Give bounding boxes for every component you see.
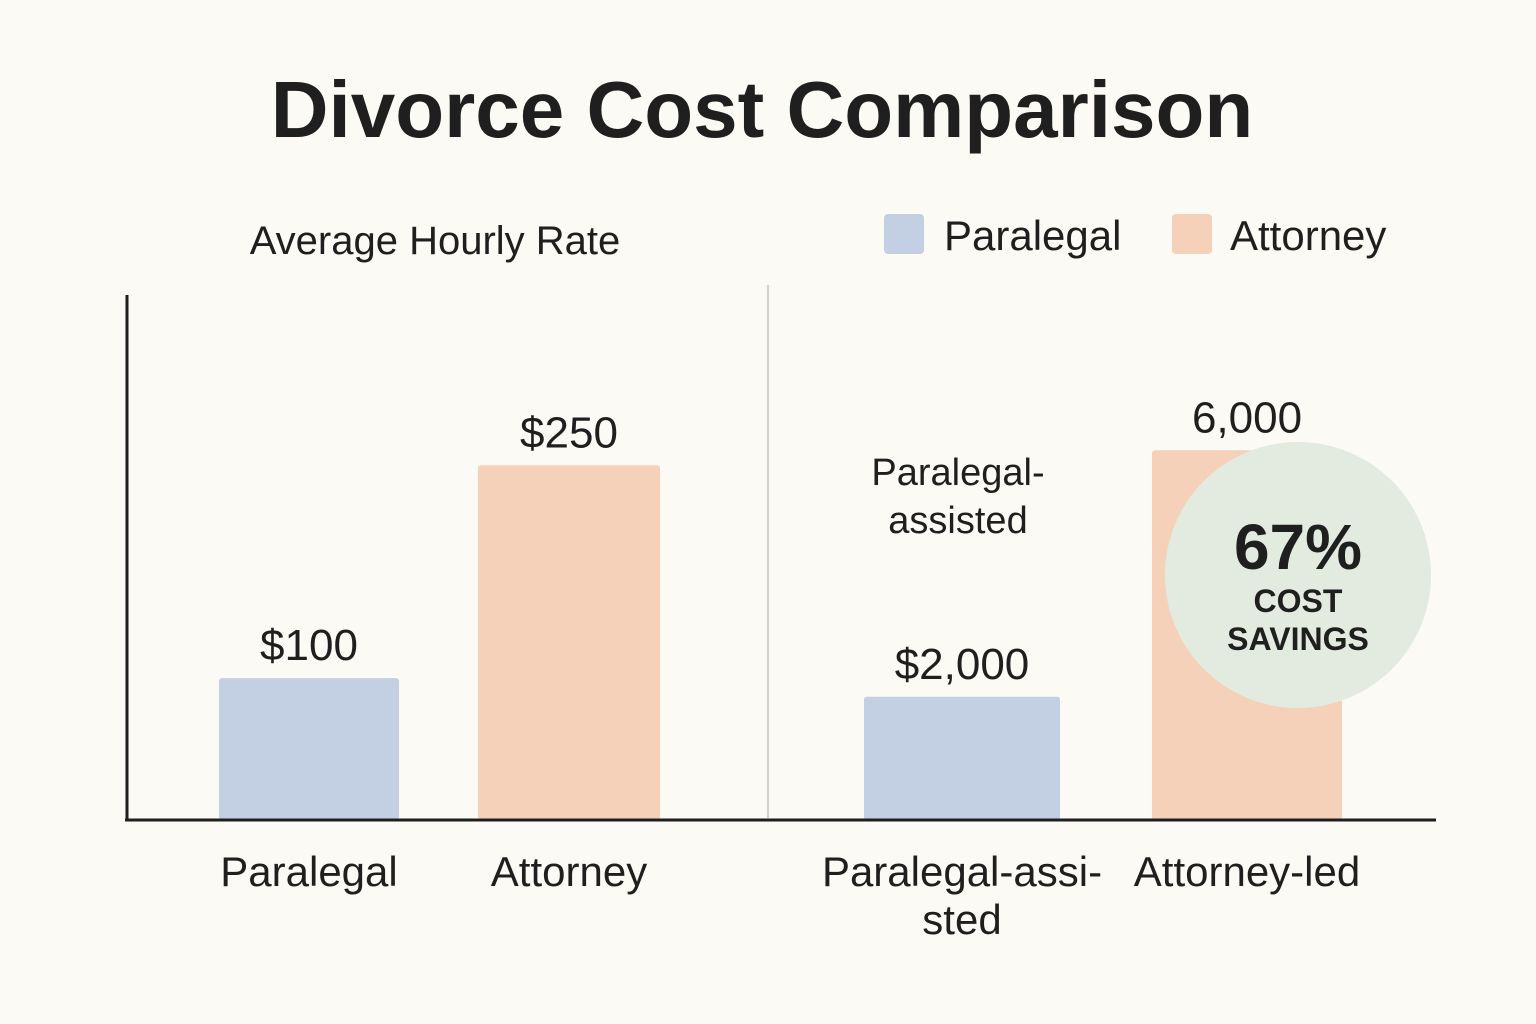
savings-badge-line2: SAVINGS [1227, 621, 1369, 657]
tick-label-0-1: Attorney [491, 848, 647, 895]
left-panel-hourly-rate: $100 Paralegal $250 Attorney [219, 408, 660, 895]
bar-annotation-line1: assisted [888, 500, 1027, 542]
legend-label-paralegal: Paralegal [944, 212, 1121, 259]
savings-badge-line1: COST [1254, 583, 1343, 619]
savings-badge-circle [1165, 442, 1431, 708]
value-label-0-0: $100 [260, 621, 358, 670]
tick-label-1-0-line1: sted [922, 896, 1001, 943]
chart-title: Divorce Cost Comparison [271, 65, 1253, 154]
bar-0-1 [478, 465, 660, 820]
legend-swatch-paralegal [884, 214, 924, 254]
bar-1-0 [864, 696, 1060, 820]
legend-swatch-attorney [1172, 214, 1212, 254]
savings-badge: 67% COST SAVINGS [1165, 442, 1431, 708]
tick-label-1-0-line0: Paralegal-assi- [822, 848, 1102, 895]
bar-annotation-line0: Paralegal- [871, 452, 1044, 494]
legend-label-attorney: Attorney [1230, 212, 1386, 259]
value-label-0-1: $250 [520, 408, 618, 457]
value-label-1-0: $2,000 [895, 640, 1030, 689]
savings-badge-percent: 67% [1234, 511, 1362, 583]
value-label-1-1: 6,000 [1192, 393, 1302, 442]
legend: Paralegal Attorney [884, 212, 1386, 259]
left-panel-subtitle: Average Hourly Rate [250, 219, 621, 263]
tick-label-1-1: Attorney-led [1134, 848, 1360, 895]
tick-label-0-0: Paralegal [220, 848, 397, 895]
bar-0-0 [219, 678, 399, 820]
